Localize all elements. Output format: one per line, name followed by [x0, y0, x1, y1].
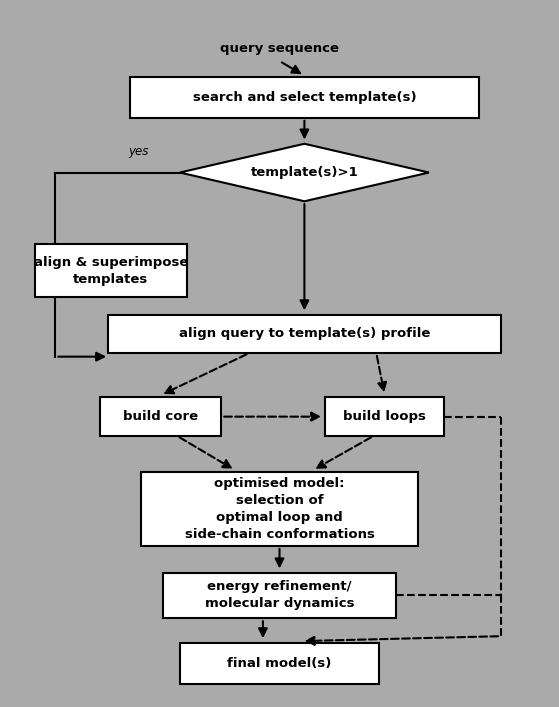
FancyBboxPatch shape — [100, 397, 221, 436]
Text: build loops: build loops — [343, 410, 426, 423]
Text: align query to template(s) profile: align query to template(s) profile — [179, 327, 430, 340]
Text: optimised model:
selection of
optimal loop and
side-chain conformations: optimised model: selection of optimal lo… — [184, 477, 375, 542]
FancyBboxPatch shape — [163, 573, 396, 619]
Text: build core: build core — [123, 410, 198, 423]
Text: yes: yes — [128, 145, 149, 158]
Text: search and select template(s): search and select template(s) — [193, 91, 416, 104]
Text: template(s)>1: template(s)>1 — [250, 166, 358, 179]
FancyBboxPatch shape — [141, 472, 418, 546]
FancyBboxPatch shape — [108, 315, 501, 354]
Text: energy refinement/
molecular dynamics: energy refinement/ molecular dynamics — [205, 580, 354, 611]
Polygon shape — [180, 144, 429, 201]
FancyBboxPatch shape — [180, 643, 379, 684]
Text: align & superimpose
templates: align & superimpose templates — [34, 256, 188, 286]
FancyBboxPatch shape — [130, 77, 479, 118]
FancyBboxPatch shape — [35, 245, 187, 297]
Text: final model(s): final model(s) — [228, 657, 331, 670]
FancyBboxPatch shape — [325, 397, 444, 436]
Text: query sequence: query sequence — [220, 42, 339, 55]
